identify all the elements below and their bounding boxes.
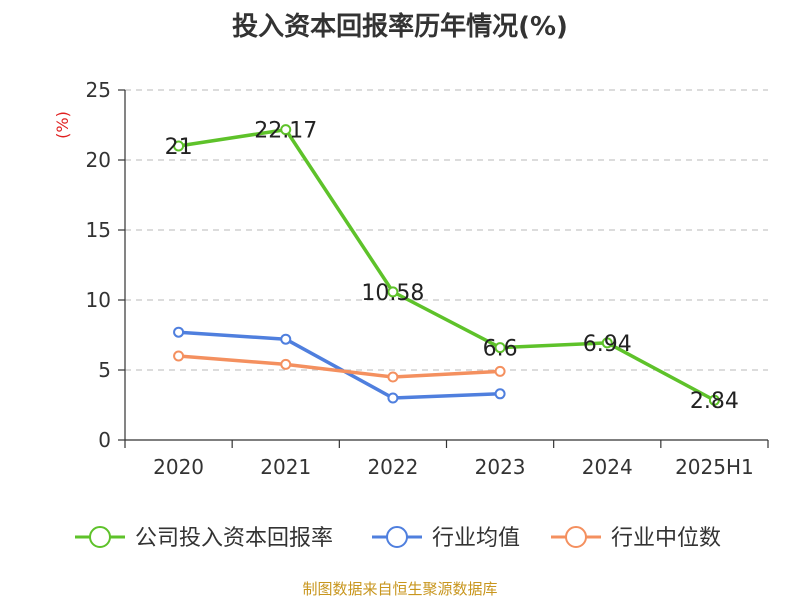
series-line-3 — [178, 354, 501, 379]
series-lines — [173, 124, 720, 406]
data-point — [387, 371, 399, 383]
x-tick-label: 2020 — [153, 455, 204, 479]
legend-swatch-marker — [386, 526, 408, 548]
x-tick-label: 2023 — [475, 455, 526, 479]
source-note: 制图数据来自恒生聚源数据库 — [302, 580, 498, 598]
x-tick-label: 2021 — [260, 455, 311, 479]
x-tick-label: 2024 — [582, 455, 633, 479]
data-point — [173, 350, 185, 362]
series-line-2 — [178, 330, 501, 400]
data-labels: 21 22.17 10.58 6.6 6.94 2.84 — [165, 119, 739, 415]
legend-label: 行业均值 — [432, 526, 520, 551]
data-point — [280, 124, 292, 136]
data-point — [601, 337, 613, 349]
data-point — [280, 358, 292, 370]
data-label: 6.6 — [483, 337, 518, 362]
legend-label: 公司投入资本回报率 — [135, 526, 333, 551]
data-point — [173, 326, 185, 338]
y-tick-label: 0 — [98, 428, 111, 452]
series-line-1 — [178, 127, 716, 402]
data-point — [494, 365, 506, 377]
chart-title: 投入资本回报率历年情况(%) — [232, 12, 568, 42]
legend-label: 行业中位数 — [611, 526, 721, 551]
data-label: 22.17 — [254, 119, 317, 144]
data-point — [173, 140, 185, 152]
y-tick-label: 20 — [86, 148, 111, 172]
data-point — [387, 286, 399, 298]
data-label: 2.84 — [690, 389, 739, 414]
axes: 0 5 10 15 20 25 2020 2021 2022 2023 2024 2025H1 (%) — [53, 78, 769, 479]
data-label: 21 — [165, 135, 193, 160]
data-label: 10.58 — [361, 281, 424, 306]
data-point — [708, 394, 720, 406]
data-point — [387, 392, 399, 404]
x-tick-label: 2022 — [367, 455, 418, 479]
y-tick-label: 25 — [86, 78, 111, 102]
y-axis-label: (%) — [53, 111, 72, 139]
grid-lines — [125, 89, 768, 371]
y-tick-label: 5 — [98, 358, 111, 382]
data-point — [494, 388, 506, 400]
legend-swatch-marker — [565, 526, 587, 548]
legend: 公司投入资本回报率 行业均值 行业中位数 — [75, 526, 721, 551]
x-tick-label: 2025H1 — [675, 455, 754, 479]
y-tick-label: 15 — [86, 218, 111, 242]
data-point — [494, 342, 506, 354]
legend-swatch-marker — [89, 526, 111, 548]
data-label: 6.94 — [583, 332, 632, 357]
y-tick-label: 10 — [86, 288, 111, 312]
data-point — [280, 333, 292, 345]
